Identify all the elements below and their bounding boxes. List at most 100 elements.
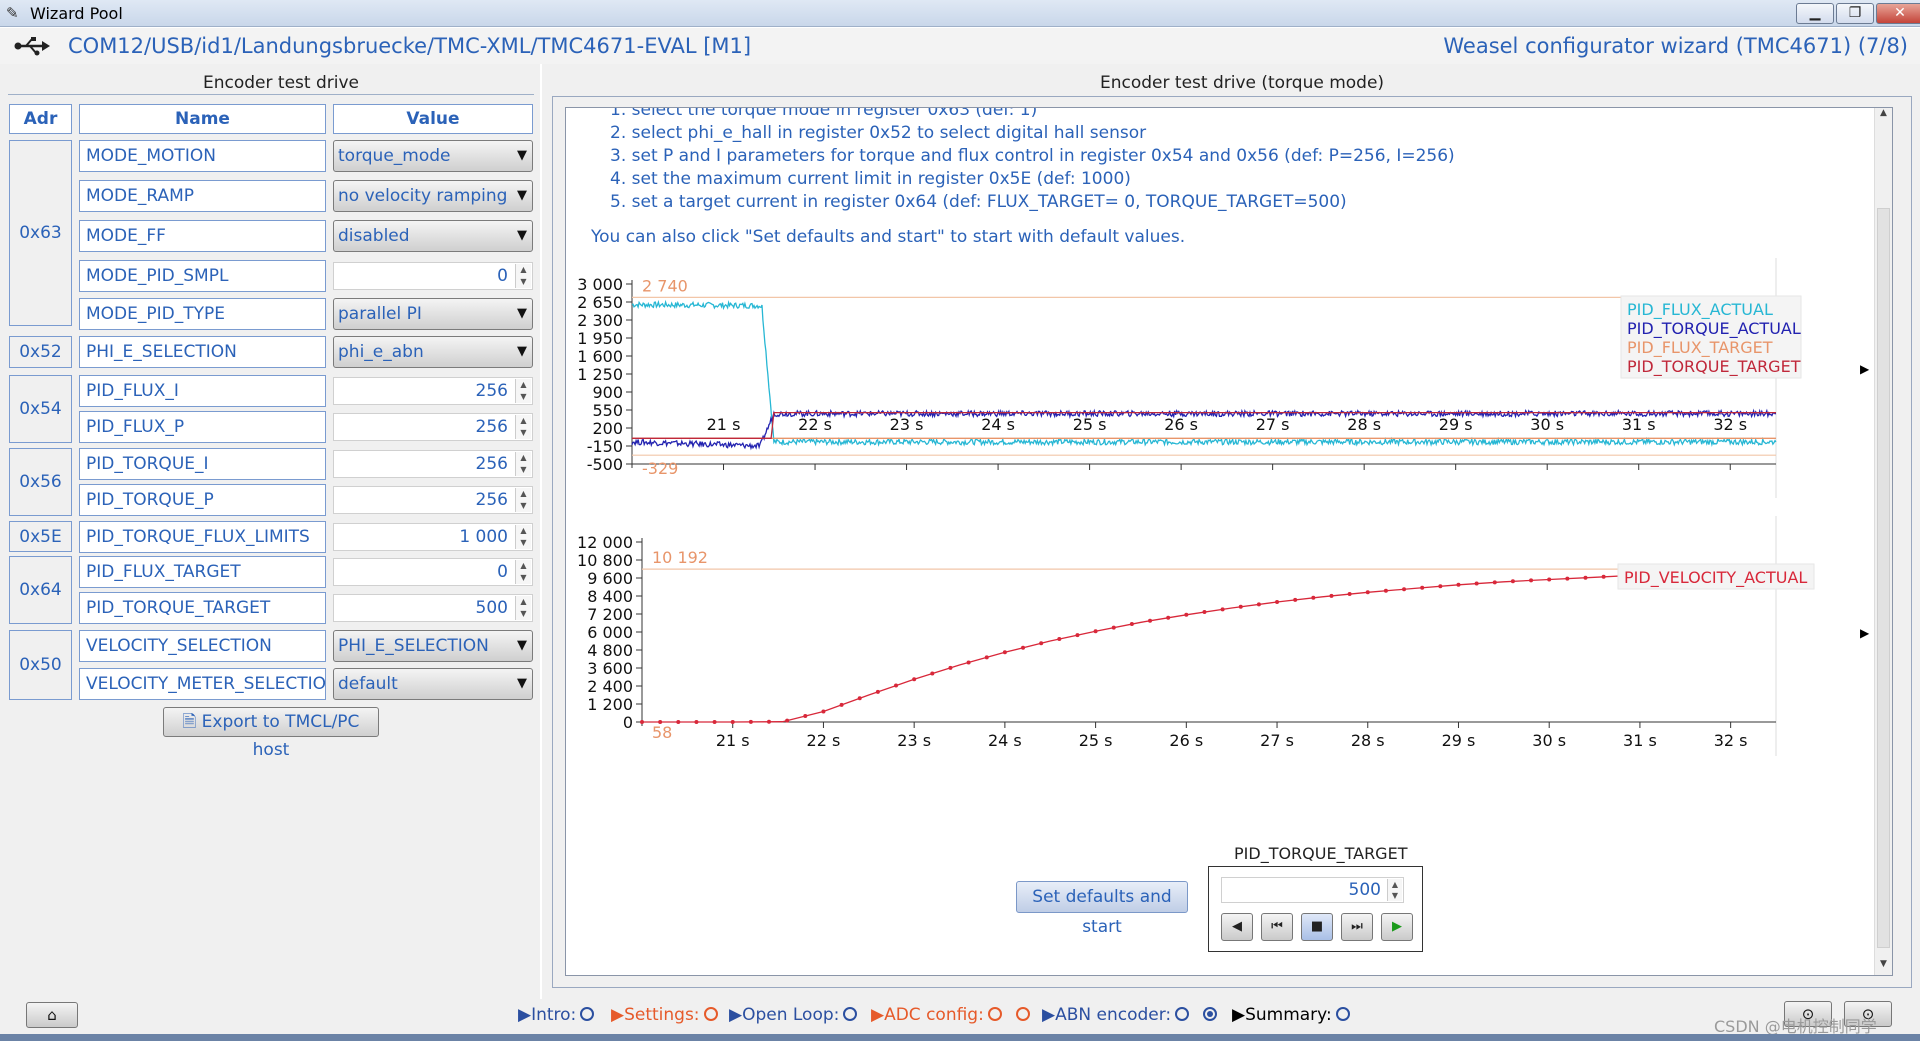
skip-forward-button[interactable]: ⏭ xyxy=(1341,913,1373,941)
y-tick-label: 2 300 xyxy=(577,311,623,330)
pid-flux-target-spinbox[interactable]: 0 ▲ ▼ xyxy=(333,558,533,586)
step-intro[interactable]: ▶Intro: xyxy=(518,1005,595,1025)
vertical-scrollbar[interactable]: ▲ ▼ xyxy=(1874,108,1892,975)
torque-target-spinbox[interactable]: 500 ▲ ▼ xyxy=(1221,877,1404,903)
mode-ramp-select[interactable]: no velocity ramping ▼ xyxy=(333,180,533,212)
rewind-button[interactable]: ◀ xyxy=(1221,913,1253,941)
export-button[interactable]: 🗎 Export to TMCL/PC host xyxy=(163,707,379,760)
spin-arrows-icon[interactable]: ▲ ▼ xyxy=(515,560,531,584)
step-adc-config[interactable]: ▶ADC config: xyxy=(871,1005,1030,1025)
pid-torque-target-spinbox[interactable]: 500 ▲ ▼ xyxy=(333,594,533,622)
step-radio[interactable] xyxy=(987,1007,1002,1021)
adr-column-header: Adr xyxy=(9,104,72,134)
skip-back-icon: ⏮ xyxy=(1271,919,1283,934)
step-abn-encoder[interactable]: ▶ABN encoder: xyxy=(1042,1005,1218,1025)
pid-torque-p-spinbox[interactable]: 256 ▲ ▼ xyxy=(333,486,533,514)
register-name: PID_FLUX_I xyxy=(79,375,326,407)
step-label: ▶Open Loop: xyxy=(729,1005,840,1025)
expand-right-icon[interactable]: ▶ xyxy=(1860,626,1870,640)
mode-ff-select[interactable]: disabled ▼ xyxy=(333,220,533,252)
mode-pid-type-select[interactable]: parallel PI ▼ xyxy=(333,298,533,330)
y-tick-label: -150 xyxy=(587,437,623,456)
select-value: disabled xyxy=(338,226,410,246)
pid-flux-i-spinbox[interactable]: 256 ▲ ▼ xyxy=(333,377,533,405)
y-tick-label: 900 xyxy=(592,383,623,402)
mode-motion-select[interactable]: torque_mode ▼ xyxy=(333,140,533,172)
spin-value: 500 xyxy=(475,598,508,618)
x-tick-label: 23 s xyxy=(890,415,924,434)
series-point xyxy=(1438,584,1443,589)
step-radio-selected[interactable] xyxy=(1203,1007,1218,1021)
series-point xyxy=(1492,580,1497,585)
step-radio[interactable] xyxy=(1335,1007,1350,1021)
spin-arrows-icon[interactable]: ▲ ▼ xyxy=(1387,879,1402,901)
series-point xyxy=(658,720,663,724)
register-name: VELOCITY_SELECTION xyxy=(79,630,326,662)
stop-button[interactable]: ■ xyxy=(1301,913,1333,941)
select-value: torque_mode xyxy=(338,146,451,166)
right-panel-title: Encoder test drive (torque mode) xyxy=(1100,73,1385,93)
series-point xyxy=(1202,610,1207,615)
minimize-button[interactable]: ▁ xyxy=(1796,3,1834,24)
step-summary[interactable]: ▶Summary: xyxy=(1232,1005,1350,1025)
restore-button[interactable]: ❐ xyxy=(1836,3,1874,24)
series-point xyxy=(1402,587,1407,592)
spin-arrows-icon[interactable]: ▲ ▼ xyxy=(515,415,531,439)
spin-arrows-icon[interactable]: ▲ ▼ xyxy=(515,488,531,512)
name-column-header: Name xyxy=(79,104,326,134)
series-point xyxy=(1383,588,1388,593)
y-tick-label: 6 000 xyxy=(587,623,633,642)
instruction-line: 5. set a target current in register 0x64… xyxy=(610,192,1347,212)
pid-flux-p-spinbox[interactable]: 256 ▲ ▼ xyxy=(333,413,533,441)
legend-entry: PID_FLUX_ACTUAL xyxy=(1627,300,1773,320)
step-radio[interactable] xyxy=(1175,1007,1190,1021)
series-point xyxy=(839,702,844,707)
close-button[interactable]: ✕ xyxy=(1876,3,1920,24)
x-tick-label: 26 s xyxy=(1169,731,1203,750)
series-point xyxy=(1456,582,1461,587)
step-open-loop[interactable]: ▶Open Loop: xyxy=(729,1005,858,1025)
max-label: 10 192 xyxy=(652,548,708,567)
pid-torque-i-spinbox[interactable]: 256 ▲ ▼ xyxy=(333,450,533,478)
velocity-meter-selection-select[interactable]: default ▼ xyxy=(333,668,533,700)
register-name: MODE_RAMP xyxy=(79,180,326,212)
register-name: MODE_PID_SMPL xyxy=(79,260,326,292)
y-tick-label: 3 600 xyxy=(587,659,633,678)
next-button[interactable]: ⊙ xyxy=(1844,1001,1892,1027)
spin-arrows-icon[interactable]: ▲ ▼ xyxy=(515,379,531,403)
y-tick-label: 1 600 xyxy=(577,347,623,366)
test-drive-content: 1. select the torque mode in register 0x… xyxy=(565,107,1893,976)
spin-arrows-icon[interactable]: ▲ ▼ xyxy=(515,525,531,549)
series-point xyxy=(930,671,935,676)
step-radio[interactable] xyxy=(580,1007,595,1021)
skip-back-button[interactable]: ⏮ xyxy=(1261,913,1293,941)
mode-pid-smpl-spinbox[interactable]: 0 ▲ ▼ xyxy=(333,262,533,290)
register-name: MODE_PID_TYPE xyxy=(79,298,326,330)
prev-button[interactable]: ⊙ xyxy=(1784,1001,1832,1027)
y-tick-label: 1 250 xyxy=(577,365,623,384)
pid-torque-flux-limits-spinbox[interactable]: 1 000 ▲ ▼ xyxy=(333,523,533,551)
home-button[interactable]: ⌂ xyxy=(26,1002,78,1028)
set-defaults-button[interactable]: Set defaults and start xyxy=(1016,881,1188,937)
instruction-line: 1. select the torque mode in register 0x… xyxy=(610,107,1038,120)
play-button[interactable]: ▶ xyxy=(1381,913,1413,941)
expand-right-icon[interactable]: ▶ xyxy=(1860,362,1870,376)
step-radio[interactable] xyxy=(703,1007,718,1021)
scroll-up-icon[interactable]: ▲ xyxy=(1880,108,1887,118)
scroll-thumb[interactable] xyxy=(1877,208,1890,948)
scroll-down-icon[interactable]: ▼ xyxy=(1880,959,1887,969)
series-point xyxy=(857,696,862,701)
spin-arrows-icon[interactable]: ▲ ▼ xyxy=(515,452,531,476)
velocity-selection-select[interactable]: PHI_E_SELECTION ▼ xyxy=(333,630,533,662)
step-settings[interactable]: ▶Settings: xyxy=(611,1005,718,1025)
watermark: CSDN @电机控制同学 xyxy=(1714,1017,1877,1036)
step-radio[interactable] xyxy=(1015,1007,1030,1021)
spin-arrows-icon[interactable]: ▲ ▼ xyxy=(515,264,531,288)
register-panel: Encoder test drive Adr Name Value 0x63 0… xyxy=(0,64,540,999)
register-name: MODE_MOTION xyxy=(79,140,326,172)
step-radio[interactable] xyxy=(843,1007,858,1021)
phi-e-selection-select[interactable]: phi_e_abn ▼ xyxy=(333,336,533,368)
spin-arrows-icon[interactable]: ▲ ▼ xyxy=(515,596,531,620)
series-point xyxy=(712,720,717,724)
